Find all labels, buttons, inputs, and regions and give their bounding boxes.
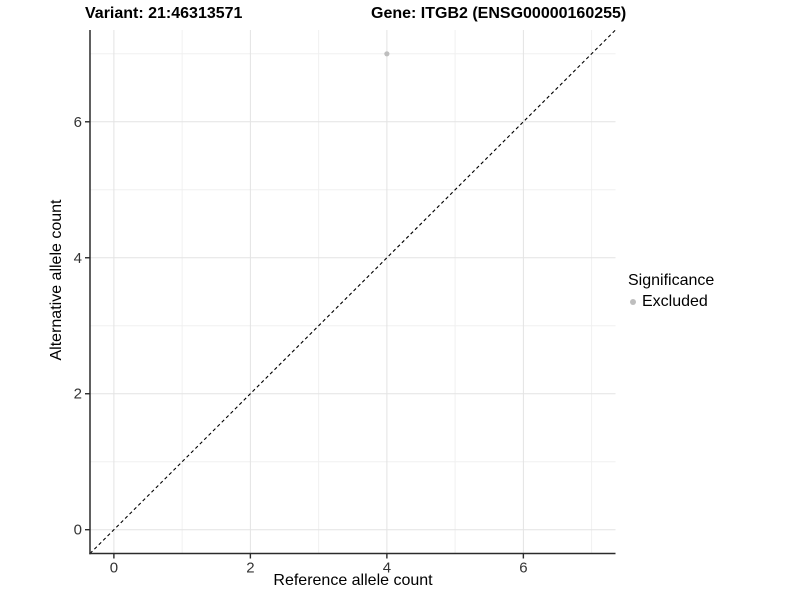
y-tick-label: 4 <box>74 250 82 267</box>
y-tick-label: 2 <box>74 386 82 403</box>
legend-item-label: Excluded <box>642 293 708 310</box>
identity-dashed-line <box>89 29 616 554</box>
legend-point-icon <box>630 298 636 305</box>
data-point-excluded <box>384 51 390 57</box>
plot-title-variant: Variant: 21:46313571 <box>85 5 243 22</box>
y-tick-label: 0 <box>74 522 82 539</box>
legend: Significance Excluded <box>628 271 714 311</box>
legend-title: Significance <box>628 272 715 289</box>
x-axis-title: Reference allele count <box>273 572 433 589</box>
y-axis-title: Alternative allele count <box>48 199 65 361</box>
x-tick-label: 2 <box>246 560 254 577</box>
x-tick-label: 6 <box>519 560 527 577</box>
plot-title-gene: Gene: ITGB2 (ENSG00000160255) <box>371 5 627 22</box>
y-tick-label: 6 <box>74 114 82 131</box>
legend-item-excluded: Excluded <box>628 292 714 311</box>
x-tick-label: 4 <box>383 560 391 577</box>
x-tick-label: 0 <box>110 560 118 577</box>
